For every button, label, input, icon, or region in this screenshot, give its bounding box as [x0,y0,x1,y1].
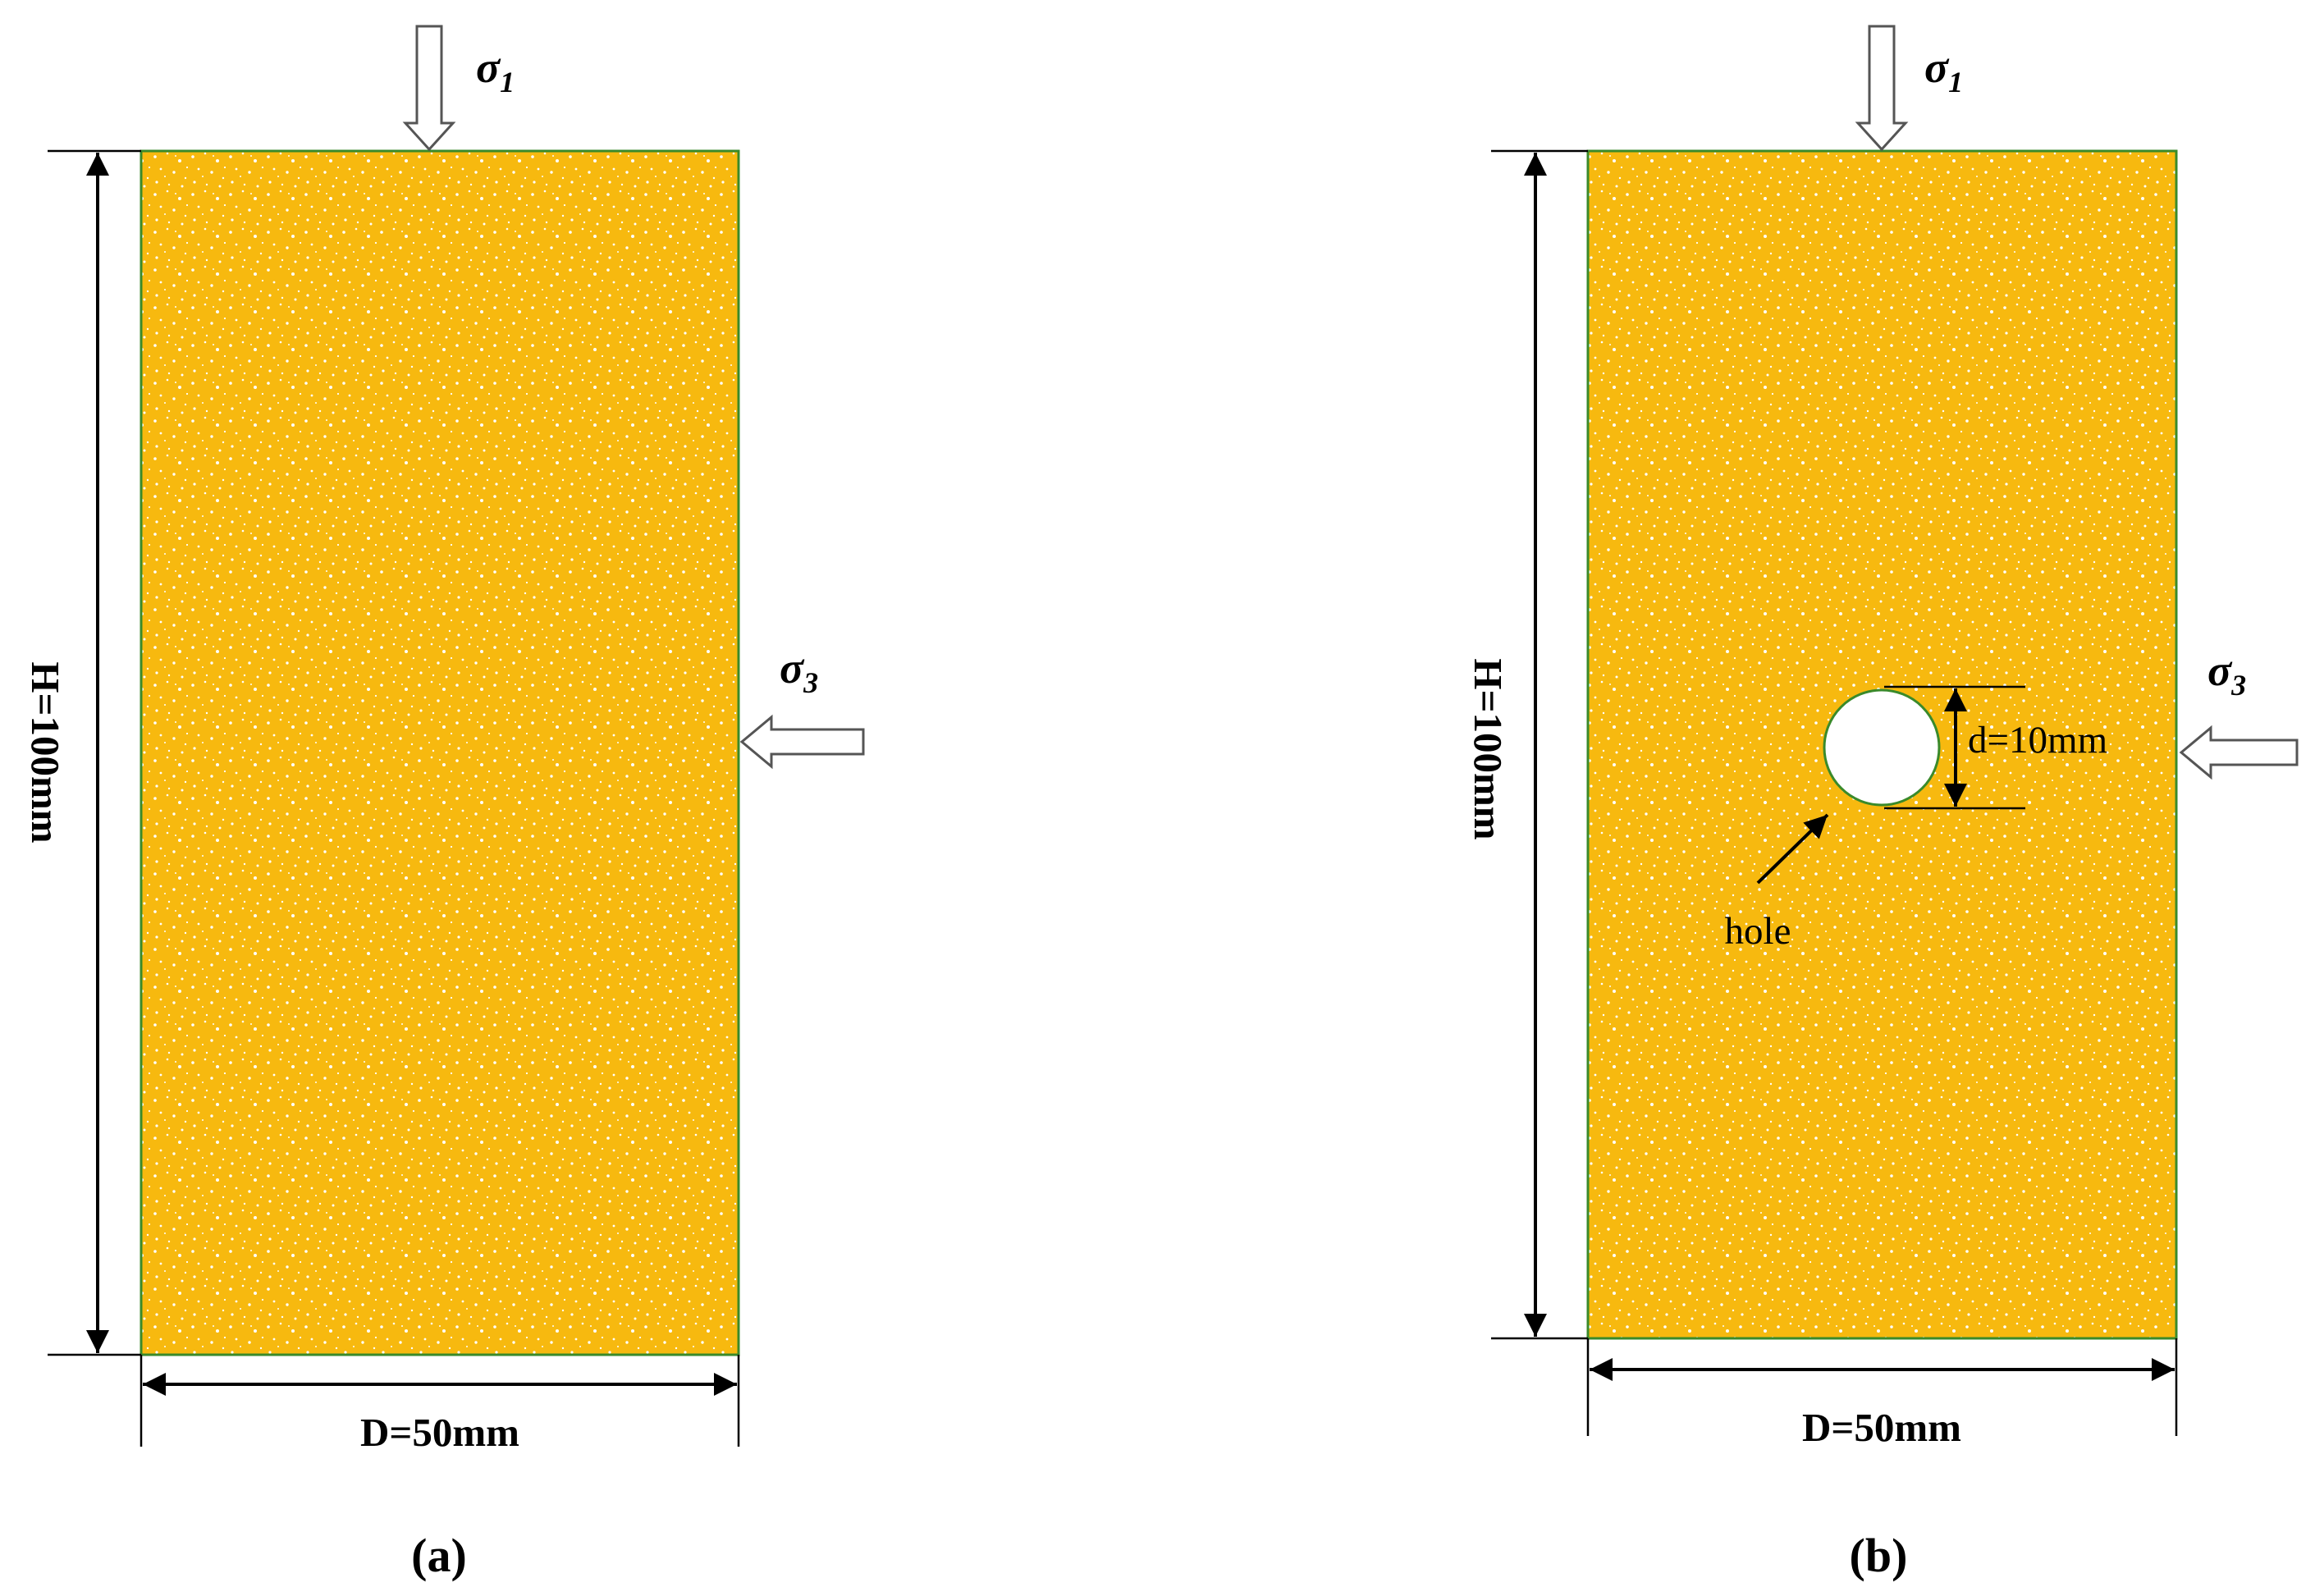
caption: (b) [1850,1529,1908,1582]
sigma1-label: σ1 [476,43,515,98]
width-label: D=50mm [1802,1405,1961,1450]
height-label: H=100mm [1466,658,1511,839]
subscript: 1 [1948,66,1963,98]
sigma3-label: σ3 [780,643,818,699]
load-arrow [402,25,456,152]
load-arrow [1855,25,1909,152]
pointer-arrow [1756,813,1829,885]
panel-a: σ1 σ3 H=100mm D=50mm (a) [23,25,865,1582]
hole-label: hole [1725,910,1791,953]
subscript: 3 [803,666,818,699]
load-arrow [2179,725,2299,780]
symbol: σ [476,43,501,92]
symbol: σ [780,643,805,693]
load-arrow [739,714,865,770]
width-label: D=50mm [360,1410,519,1455]
symbol: σ [2207,646,2233,695]
panel-b: σ1 σ3 d=10mm hole H=100mm D=50mm (b) [1466,25,2299,1582]
specimen [140,149,740,1356]
height-label: H=100mm [23,661,68,843]
hole-diameter-label: d=10mm [1968,719,2107,761]
caption: (a) [411,1529,467,1582]
sigma3-label: σ3 [2207,646,2246,702]
subscript: 3 [2230,669,2246,702]
subscript: 1 [500,66,515,98]
sigma1-label: σ1 [1924,43,1963,98]
symbol: σ [1924,43,1950,92]
hole [1823,688,1941,807]
